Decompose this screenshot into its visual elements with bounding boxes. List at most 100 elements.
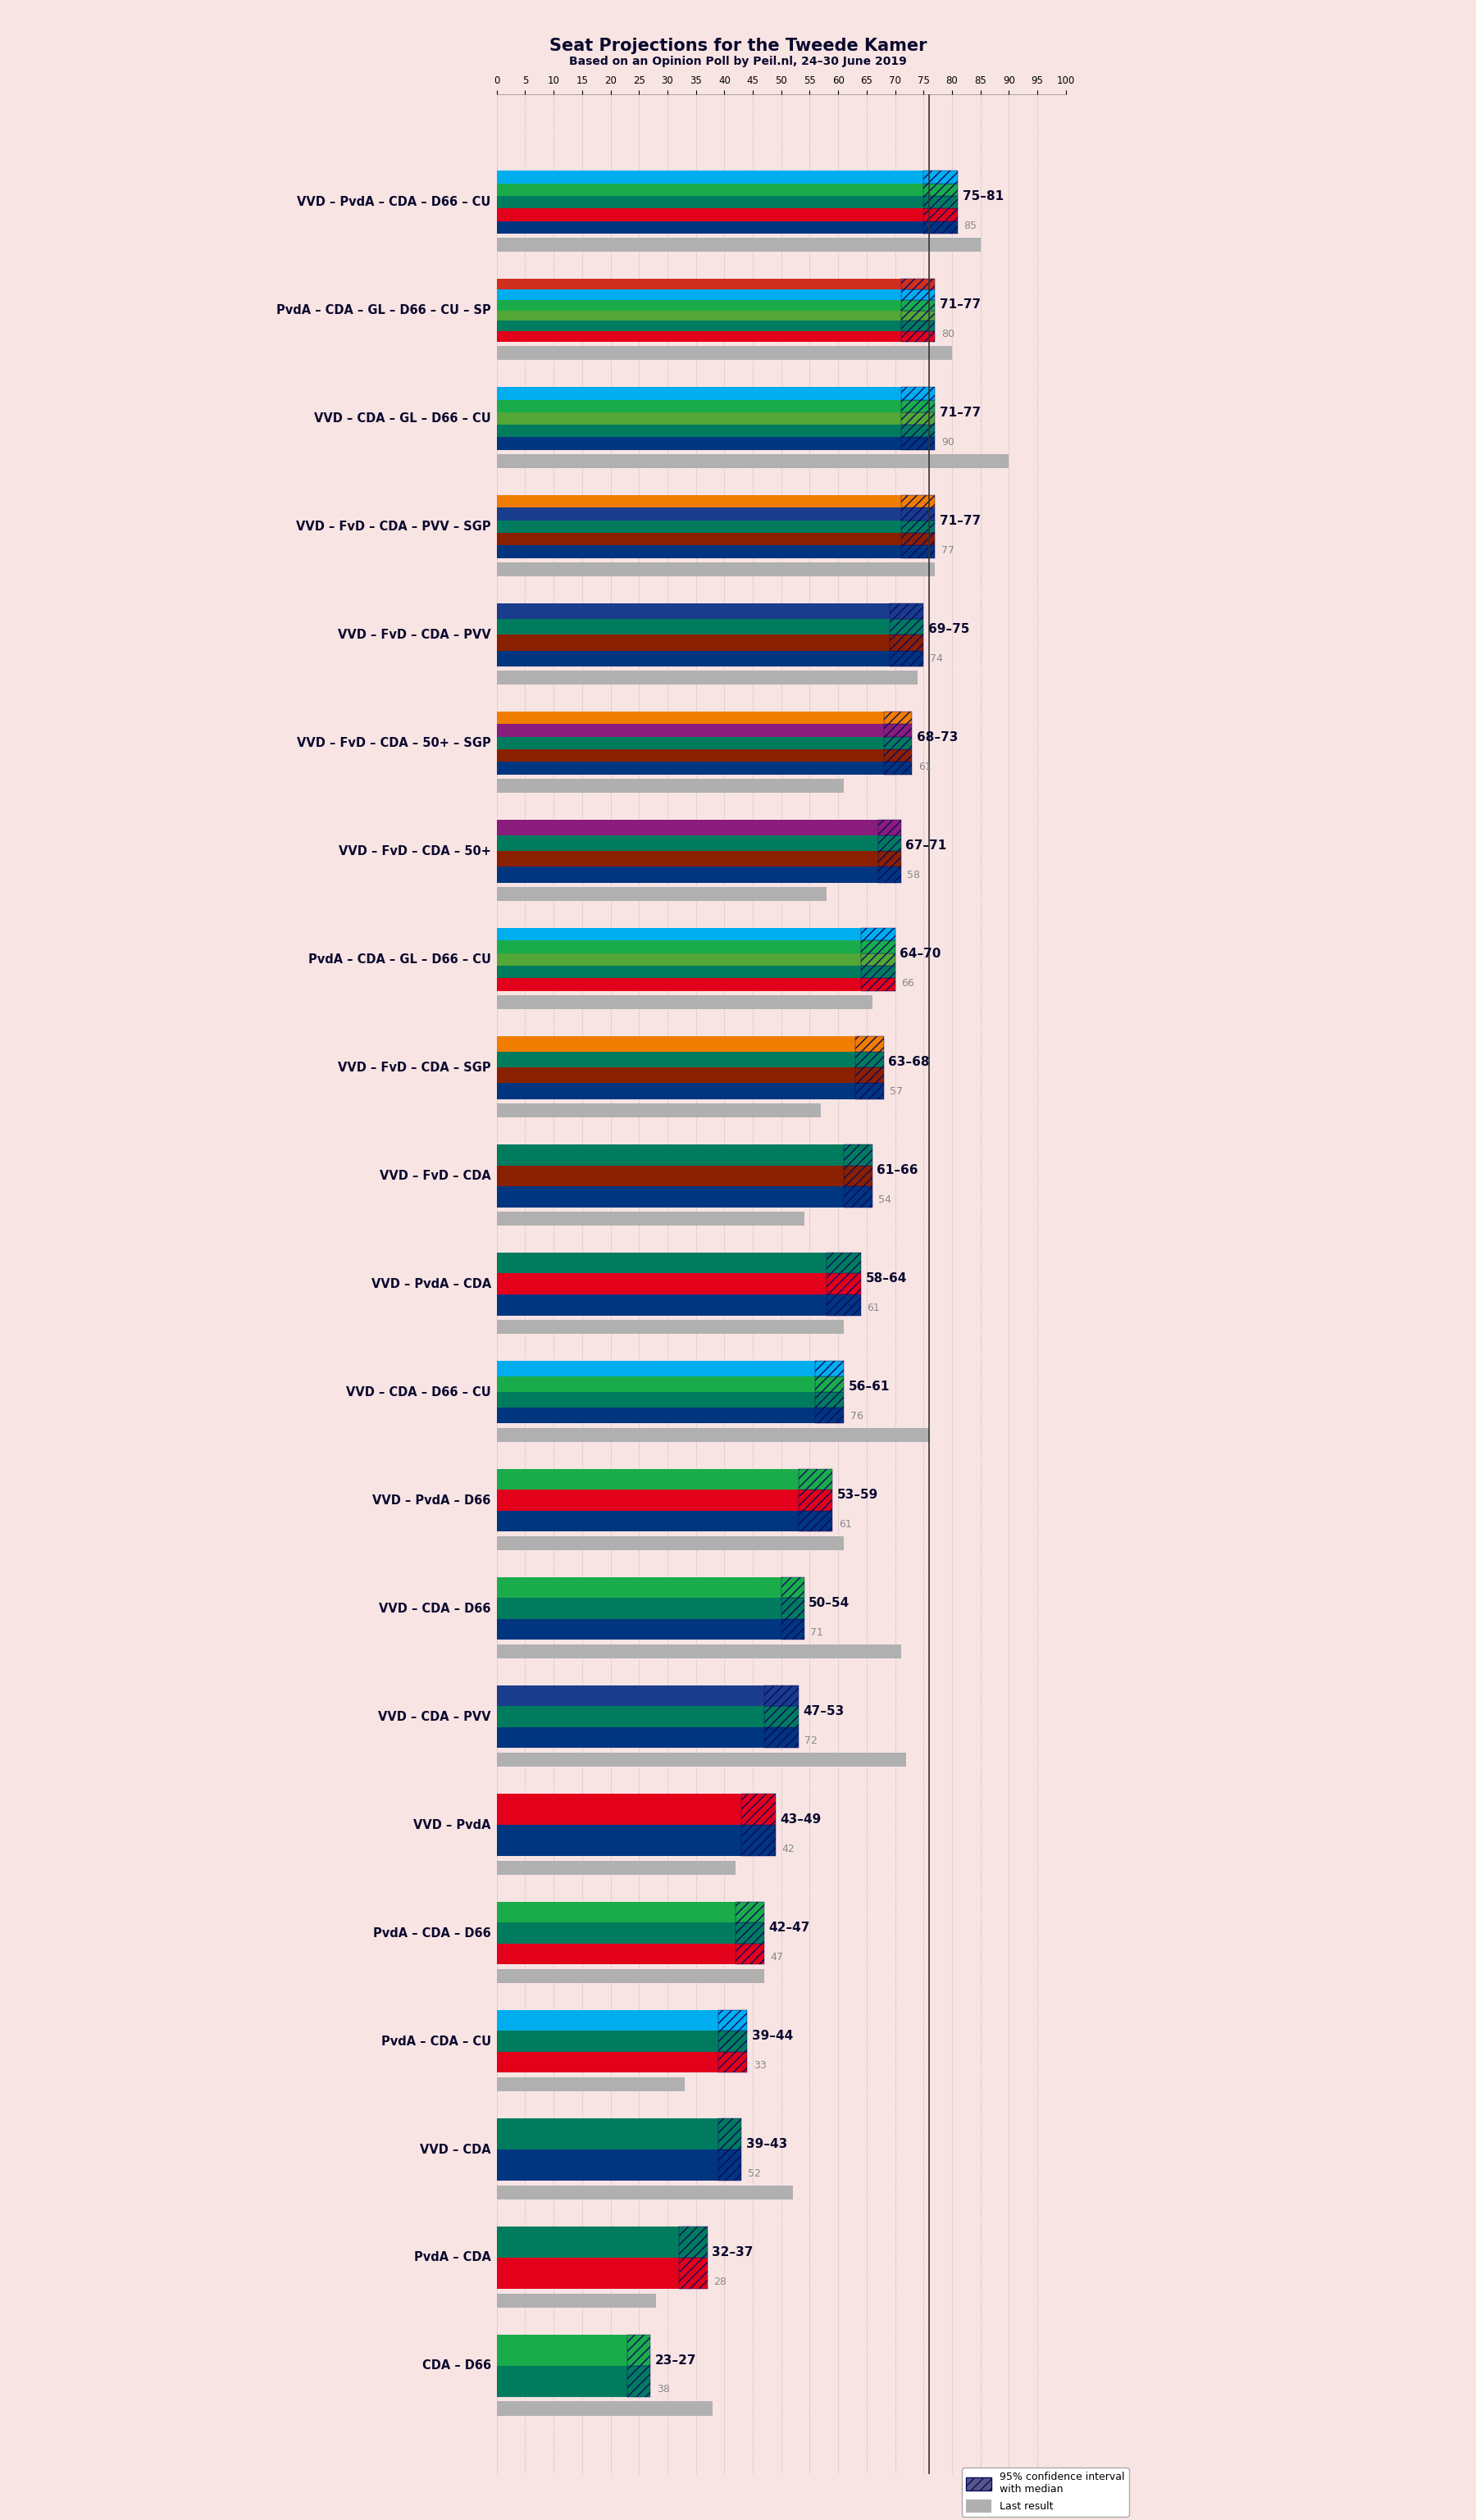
Text: 75–81: 75–81 (962, 192, 1004, 202)
Bar (496, 388, 900, 401)
Text: Based on an Opinion Poll by Peil.nl, 24–30 June 2019: Based on an Opinion Poll by Peil.nl, 24–… (570, 55, 906, 68)
Bar (924, 197, 958, 209)
Bar (861, 965, 894, 978)
Bar (496, 320, 900, 330)
Bar (735, 1923, 765, 1943)
Text: 58–64: 58–64 (865, 1273, 906, 1285)
Bar (496, 522, 900, 532)
Text: 39–43: 39–43 (745, 2137, 787, 2150)
Bar (627, 2334, 651, 2366)
Bar (861, 940, 894, 953)
Text: 90: 90 (942, 436, 955, 449)
Text: VVD – FvD – CDA – 50+: VVD – FvD – CDA – 50+ (338, 844, 492, 857)
Bar (496, 978, 861, 990)
Text: 43–49: 43–49 (781, 1814, 821, 1824)
Bar (496, 454, 1010, 469)
Bar (890, 602, 924, 620)
Text: 23–27: 23–27 (655, 2354, 697, 2366)
Bar (719, 2119, 741, 2150)
Bar (496, 1036, 855, 1051)
Bar (496, 723, 884, 736)
Bar (496, 1968, 765, 1983)
Bar (890, 620, 924, 635)
Bar (496, 280, 900, 290)
Bar (496, 401, 900, 413)
Text: VVD – PvdA: VVD – PvdA (413, 1819, 492, 1832)
Bar (496, 995, 872, 1008)
Bar (878, 819, 900, 837)
Bar (496, 779, 844, 794)
Bar (496, 1903, 735, 1923)
Bar (719, 2011, 747, 2031)
Bar (496, 852, 878, 867)
Bar (496, 620, 890, 635)
Text: 38: 38 (657, 2384, 670, 2394)
Bar (900, 320, 934, 330)
Bar (496, 635, 890, 650)
Bar (496, 1943, 735, 1966)
Bar (496, 927, 861, 940)
Bar (900, 522, 934, 532)
Text: 50–54: 50–54 (809, 1598, 850, 1610)
Bar (900, 413, 934, 426)
Bar (827, 1273, 861, 1295)
Legend: 95% confidence interval
with median, Last result: 95% confidence interval with median, Las… (962, 2467, 1129, 2517)
Bar (496, 2119, 719, 2150)
Bar (496, 1429, 930, 1441)
Bar (496, 2225, 679, 2258)
Bar (900, 496, 934, 509)
Bar (496, 509, 900, 522)
Bar (496, 1409, 815, 1424)
Bar (496, 438, 900, 451)
Text: 71–77: 71–77 (940, 406, 980, 418)
Bar (900, 544, 934, 557)
Bar (496, 2334, 627, 2366)
Bar (900, 438, 934, 451)
Bar (496, 310, 900, 320)
Bar (496, 1751, 906, 1767)
Bar (844, 1187, 872, 1207)
Bar (496, 426, 900, 438)
Text: 42–47: 42–47 (769, 1923, 810, 1933)
Bar (781, 1618, 804, 1641)
Bar (496, 1860, 735, 1875)
Bar (900, 280, 934, 290)
Text: VVD – CDA – D66 – CU: VVD – CDA – D66 – CU (345, 1386, 492, 1399)
Text: 77: 77 (942, 544, 955, 557)
Bar (765, 1726, 799, 1749)
Bar (861, 927, 894, 940)
Bar (496, 300, 900, 310)
Bar (496, 1512, 799, 1532)
Bar (781, 1598, 804, 1618)
Bar (496, 1144, 844, 1164)
Bar (496, 1212, 804, 1225)
Bar (735, 1903, 765, 1923)
Bar (496, 953, 861, 965)
Text: 74: 74 (930, 653, 943, 663)
Bar (496, 1618, 781, 1641)
Bar (861, 978, 894, 990)
Text: 67–71: 67–71 (905, 839, 946, 852)
Bar (496, 1376, 815, 1391)
Text: 76: 76 (850, 1411, 863, 1421)
Bar (884, 723, 912, 736)
Text: 61: 61 (838, 1520, 852, 1530)
Bar (496, 2031, 719, 2051)
Bar (496, 171, 924, 184)
Bar (679, 2225, 707, 2258)
Text: 85: 85 (964, 222, 977, 232)
Bar (878, 867, 900, 882)
Text: VVD – FvD – CDA – PVV: VVD – FvD – CDA – PVV (338, 627, 492, 640)
Bar (496, 2293, 655, 2308)
Text: 61–66: 61–66 (877, 1164, 918, 1177)
Text: VVD – CDA – D66: VVD – CDA – D66 (379, 1603, 492, 1615)
Bar (496, 2051, 719, 2071)
Bar (765, 1706, 799, 1726)
Text: 39–44: 39–44 (751, 2029, 793, 2041)
Bar (799, 1489, 832, 1512)
Bar (781, 1578, 804, 1598)
Bar (844, 1164, 872, 1187)
Bar (878, 837, 900, 852)
Bar (900, 310, 934, 320)
Bar (900, 509, 934, 522)
